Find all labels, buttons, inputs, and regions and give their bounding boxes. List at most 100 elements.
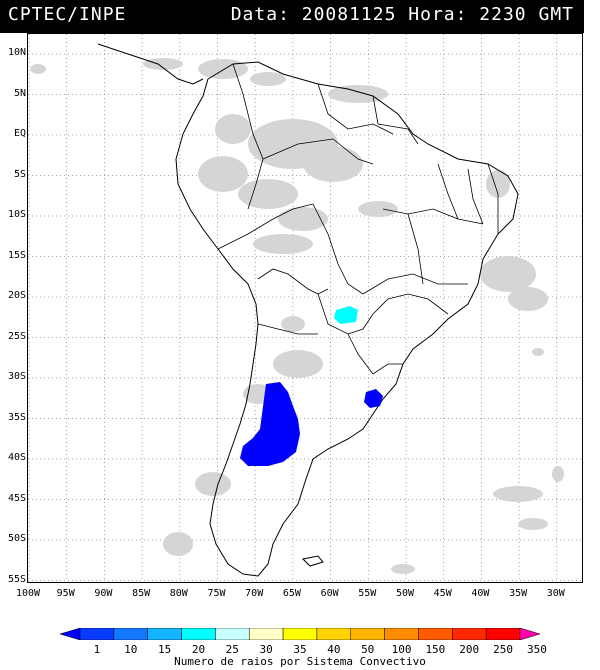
border-line: [312, 203, 364, 295]
border-line: [382, 208, 484, 225]
border-line: [407, 213, 424, 285]
colorbar-swatch: [282, 628, 318, 640]
colorbar-tick-label: 250: [493, 643, 513, 656]
cloud-patch: [198, 59, 248, 79]
longitude-label: 60W: [320, 588, 339, 599]
border-line: [362, 273, 468, 295]
cloud-patch: [508, 287, 548, 311]
cloud-patch: [358, 201, 398, 217]
colorbar-swatch: [113, 628, 148, 640]
colorbar-swatch: [147, 628, 182, 640]
title-bar: CPTEC/INPE Data: 20081125 Hora: 2230 GMT: [0, 0, 584, 33]
cloud-cover: [30, 58, 564, 574]
cloud-patch: [328, 85, 388, 103]
cloud-patch: [195, 472, 231, 496]
cloud-patch: [30, 64, 46, 74]
longitude-label: 45W: [433, 588, 452, 599]
colorbar-swatch: [418, 628, 453, 640]
lightning-cluster-paraguay: [334, 306, 358, 324]
cloud-patch: [198, 156, 248, 192]
latitude-label: 30S: [7, 371, 26, 382]
longitude-label: 50W: [395, 588, 415, 599]
latitude-label: 45S: [7, 492, 26, 504]
lightning-clusters: [240, 306, 383, 466]
cloud-patch: [253, 234, 313, 254]
header-datetime: Data: 20081125 Hora: 2230 GMT: [230, 4, 574, 25]
cloud-patch: [163, 532, 193, 556]
colorbar-swatch: [485, 628, 521, 640]
longitude-label: 90W: [94, 588, 113, 599]
central-america: [97, 43, 204, 85]
latitude-label: EQ: [13, 128, 26, 139]
colorbar-tick-label: 350: [526, 643, 547, 656]
latitude-label: 25S: [7, 330, 26, 342]
latitude-label: 5S: [13, 168, 26, 180]
longitude-label: 80W: [169, 588, 188, 599]
longitude-label: 30W: [546, 588, 565, 599]
cloud-patch: [250, 72, 286, 86]
colorbar-arrow-low: [60, 628, 81, 640]
colorbar-swatch: [248, 628, 284, 640]
cloud-patch: [143, 58, 183, 70]
south-america-outline: [175, 61, 519, 577]
cloud-patch: [518, 518, 548, 530]
latitude-label: 15S: [7, 249, 26, 261]
cloud-patch: [273, 350, 323, 378]
colorbar-swatch: [79, 628, 115, 640]
border-line: [262, 138, 374, 165]
longitude-label: 85W: [132, 588, 151, 599]
latitude-label: 10S: [7, 209, 26, 220]
longitude-label: 95W: [56, 588, 75, 599]
colorbar: [60, 628, 540, 640]
longitude-label: 100W: [15, 588, 41, 599]
cloud-patch: [281, 316, 305, 332]
border-line: [372, 293, 449, 315]
colorbar-tick-label: 10: [124, 643, 138, 656]
colorbar-swatch: [350, 628, 385, 640]
colorbar-tick-label: 100: [391, 643, 412, 656]
border-line: [467, 168, 484, 225]
lightning-cluster-uruguay: [364, 389, 383, 408]
country-borders: [217, 63, 499, 375]
colorbar-tick-label: 200: [459, 643, 480, 656]
longitude-label: 40W: [471, 588, 490, 599]
colorbar-swatch: [215, 628, 250, 640]
cloud-patch: [493, 486, 543, 502]
latitude-label: 10N: [7, 47, 26, 58]
map-frame: [27, 33, 583, 583]
latitude-label: 50S: [7, 533, 26, 544]
colorbar-swatch: [181, 628, 216, 640]
border-line: [372, 95, 419, 145]
colorbar-tick-label: 50: [361, 643, 375, 656]
colorbar-tick-label: 15: [157, 643, 172, 656]
border-line: [317, 83, 394, 135]
cloud-patch: [303, 146, 363, 182]
colorbar-swatch: [452, 628, 487, 640]
cloud-patch: [532, 348, 544, 356]
cloud-patch: [552, 466, 564, 482]
colorbar-tick-label: 1: [93, 643, 101, 656]
lightning-cluster-argentina: [240, 382, 300, 466]
border-line: [257, 268, 329, 295]
colorbar-tick-label: 35: [293, 643, 307, 656]
longitude-label: 70W: [245, 588, 264, 599]
cloud-patch: [480, 256, 536, 292]
colorbar-tick-label: 30: [259, 643, 273, 656]
latitude-label: 20S: [7, 290, 26, 301]
cloud-patch: [238, 179, 298, 209]
cloud-patch: [391, 564, 415, 574]
colorbar-tick-label: 25: [225, 643, 239, 656]
header-source: CPTEC/INPE: [8, 4, 127, 25]
falklands: [301, 555, 324, 567]
longitude-label: 35W: [509, 588, 528, 599]
latitude-label: 35S: [7, 411, 26, 423]
colorbar-swatch: [316, 628, 352, 640]
longitude-label: 65W: [282, 588, 301, 599]
colorbar-title: Numero de raios por Sistema Convectivo: [174, 655, 426, 668]
border-line: [257, 323, 318, 335]
colorbar-tick-label: 40: [327, 643, 341, 656]
longitude-label: 75W: [207, 588, 226, 599]
border-line: [487, 163, 499, 234]
cloud-patch: [215, 114, 251, 144]
cloud-patch: [278, 207, 328, 231]
